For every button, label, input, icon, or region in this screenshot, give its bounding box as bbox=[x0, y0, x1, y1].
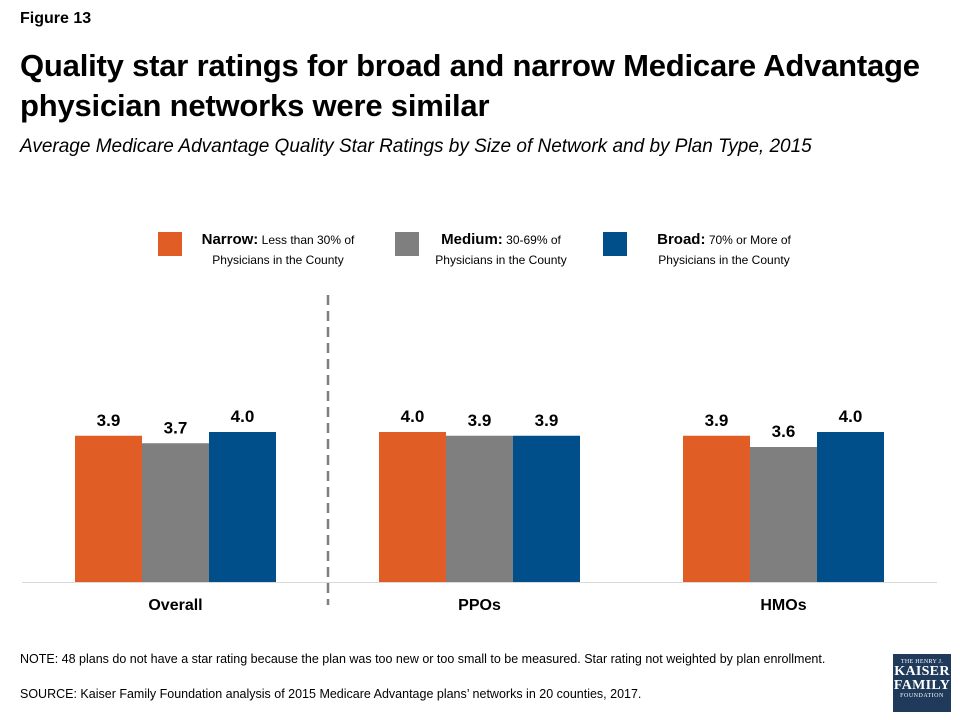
legend-name-broad: Broad: bbox=[657, 231, 706, 248]
data-label-broad-ppos: 3.9 bbox=[535, 411, 559, 430]
data-label-broad-overall: 4.0 bbox=[231, 407, 255, 426]
data-label-narrow-overall: 3.9 bbox=[97, 411, 121, 430]
legend-name-medium: Medium: bbox=[441, 231, 503, 248]
data-label-narrow-ppos: 4.0 bbox=[401, 407, 425, 426]
data-label-medium-hmos: 3.6 bbox=[772, 422, 796, 441]
x-tick-label-overall: Overall bbox=[148, 597, 202, 614]
bar-chart: 3.9 3.7 4.0 Overall 4.0 3.9 3.9 PPOs 3.9 3.6 4.0 HM… bbox=[22, 295, 937, 614]
bar-broad-overall bbox=[209, 432, 276, 582]
legend-swatch-narrow bbox=[158, 232, 182, 256]
data-label-medium-overall: 3.7 bbox=[164, 418, 188, 437]
data-label-medium-ppos: 3.9 bbox=[468, 411, 492, 430]
chart-subtitle: Average Medicare Advantage Quality Star … bbox=[20, 136, 812, 157]
source-text: SOURCE: Kaiser Family Foundation analysi… bbox=[20, 687, 642, 701]
bar-narrow-ppos bbox=[379, 432, 446, 582]
bar-medium-overall bbox=[142, 443, 209, 582]
legend-desc-medium: 30-69% of Physicians in the County bbox=[435, 233, 567, 267]
figure-label: Figure 13 bbox=[20, 10, 92, 27]
bar-medium-ppos bbox=[446, 435, 513, 582]
legend-desc-narrow: Less than 30% of Physicians in the Count… bbox=[212, 233, 355, 267]
bar-broad-ppos bbox=[513, 435, 580, 582]
bar-narrow-hmos bbox=[683, 435, 750, 582]
data-label-narrow-hmos: 3.9 bbox=[705, 411, 729, 430]
bar-medium-hmos bbox=[750, 447, 817, 582]
data-label-broad-hmos: 4.0 bbox=[839, 407, 863, 426]
x-tick-label-hmos: HMOs bbox=[760, 597, 806, 614]
kff-logo: THE HENRY J. KAISER FAMILY FOUNDATION bbox=[893, 654, 951, 712]
bar-broad-hmos bbox=[817, 432, 884, 582]
bar-narrow-overall bbox=[75, 435, 142, 582]
legend-desc-broad: 70% or More of Physicians in the County bbox=[658, 233, 791, 267]
legend-swatch-broad bbox=[603, 232, 627, 256]
chart-title: Quality star ratings for broad and narro… bbox=[20, 48, 920, 123]
note-text: NOTE: 48 plans do not have a star rating… bbox=[20, 652, 826, 666]
legend-swatch-medium bbox=[395, 232, 419, 256]
x-tick-label-ppos: PPOs bbox=[458, 597, 501, 614]
legend-name-narrow: Narrow: bbox=[201, 231, 259, 248]
